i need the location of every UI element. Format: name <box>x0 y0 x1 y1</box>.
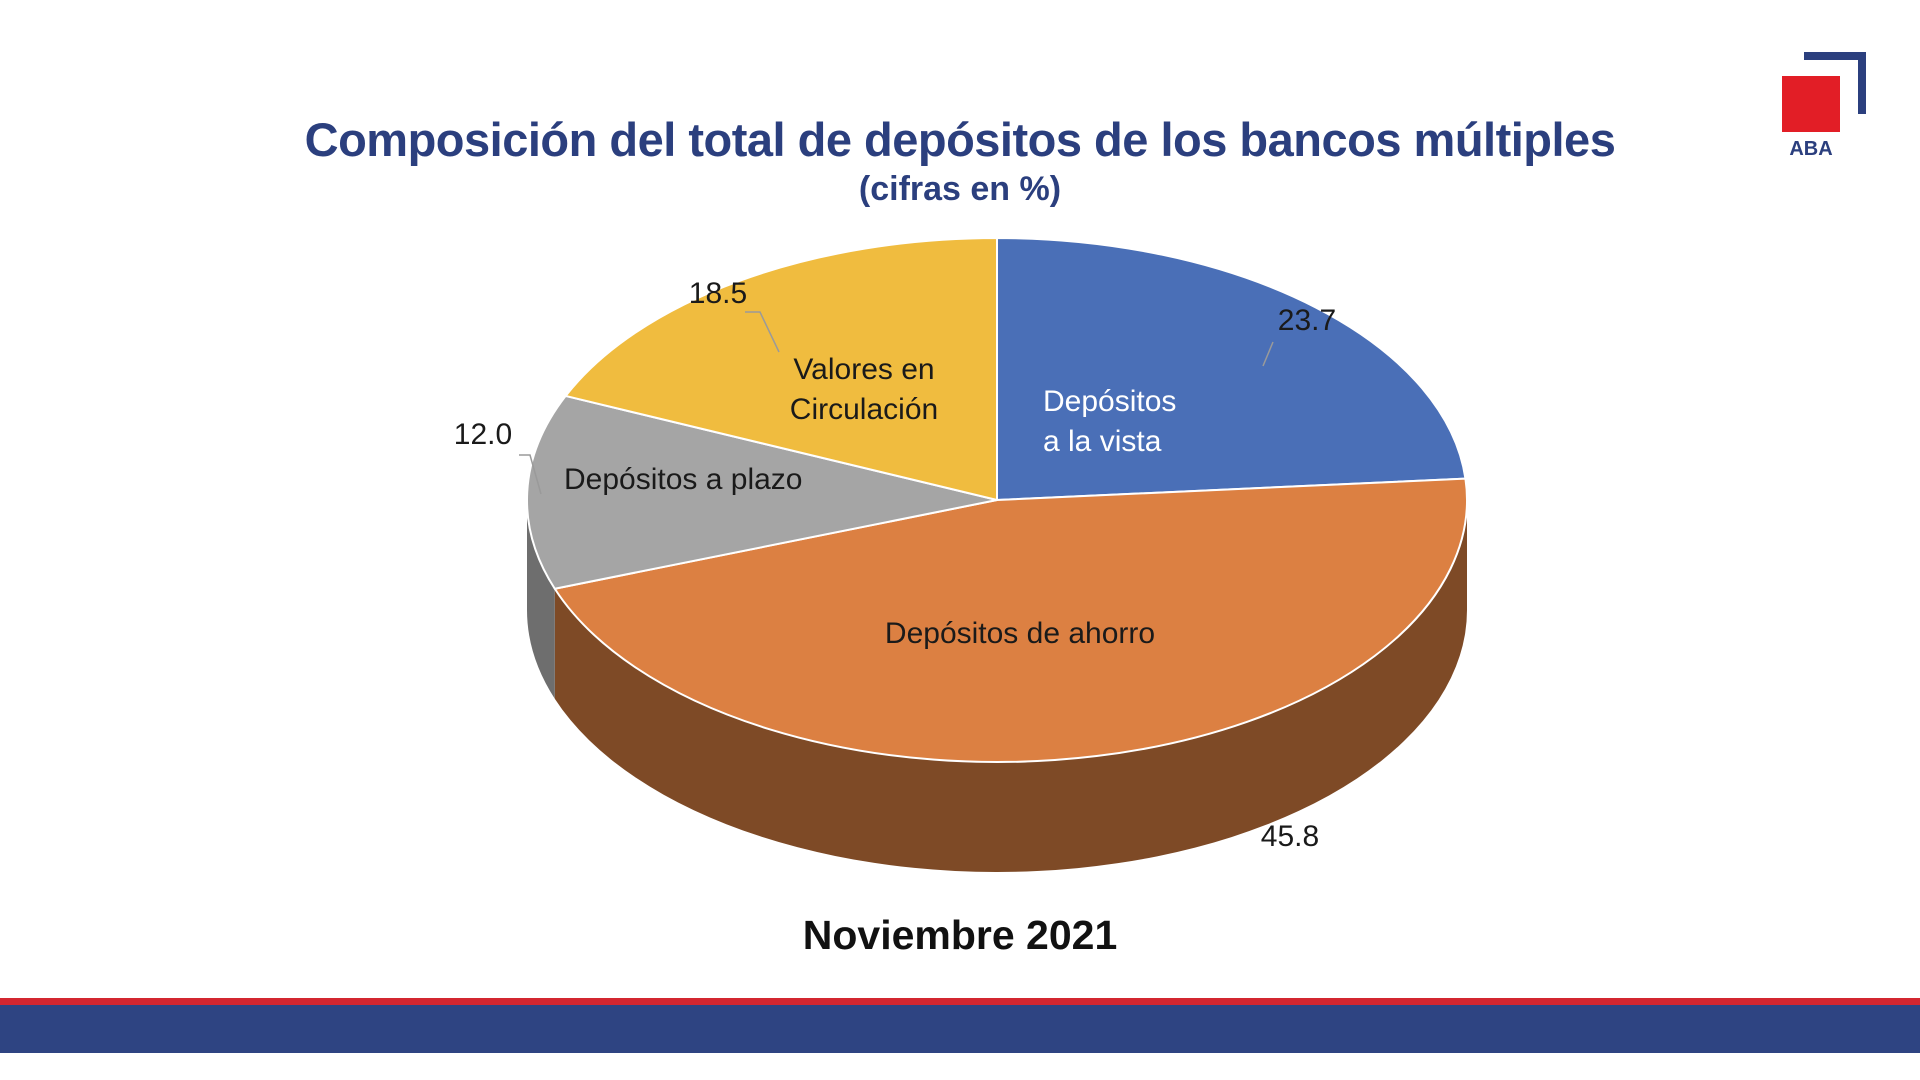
leader-line-valores-en-circulacion <box>745 311 780 353</box>
slice-depositos-de-ahorro <box>553 477 1468 763</box>
value-label-valores-en-circulacion: 18.5 <box>689 277 747 310</box>
logo-text: ABA <box>1789 138 1833 160</box>
slice-side-depositos-de-ahorro <box>554 500 1467 872</box>
value-label-depositos-de-ahorro: 45.8 <box>1261 820 1319 853</box>
pie-chart: Depósitos a la vista 23.7 Depósitos de ahor… <box>454 237 1468 872</box>
slice-depositos-a-la-vista <box>996 237 1467 501</box>
value-label-depositos-a-la-vista: 23.7 <box>1278 304 1336 337</box>
chart-title: Composición del total de depósitos de lo… <box>304 113 1616 166</box>
logo-frame-shape <box>1804 52 1866 114</box>
slice-side-depositos-a-plazo <box>527 500 555 699</box>
footer-blue-bar <box>0 1005 1920 1053</box>
aba-logo: ABA <box>1780 52 1866 162</box>
leader-line-depositos-a-la-vista <box>1262 341 1274 367</box>
slice-label-valores-en-circulacion: Valores en Circulación <box>790 353 938 426</box>
slice-depositos-a-plazo <box>526 394 998 590</box>
slice-label-depositos-a-la-vista: Depósitos a la vista <box>1043 385 1176 458</box>
value-label-depositos-a-plazo: 12.0 <box>454 418 512 451</box>
logo-red-square <box>1782 76 1840 132</box>
slice-valores-en-circulacion <box>564 237 998 501</box>
leader-line-depositos-a-plazo <box>519 454 542 495</box>
footer-red-stripe <box>0 998 1920 1005</box>
slice-label-depositos-a-plazo: Depósitos a plazo <box>564 463 802 496</box>
chart-caption-date: Noviembre 2021 <box>802 912 1118 958</box>
slice-label-depositos-de-ahorro: Depósitos de ahorro <box>885 617 1155 650</box>
chart-subtitle: (cifras en %) <box>858 170 1062 208</box>
